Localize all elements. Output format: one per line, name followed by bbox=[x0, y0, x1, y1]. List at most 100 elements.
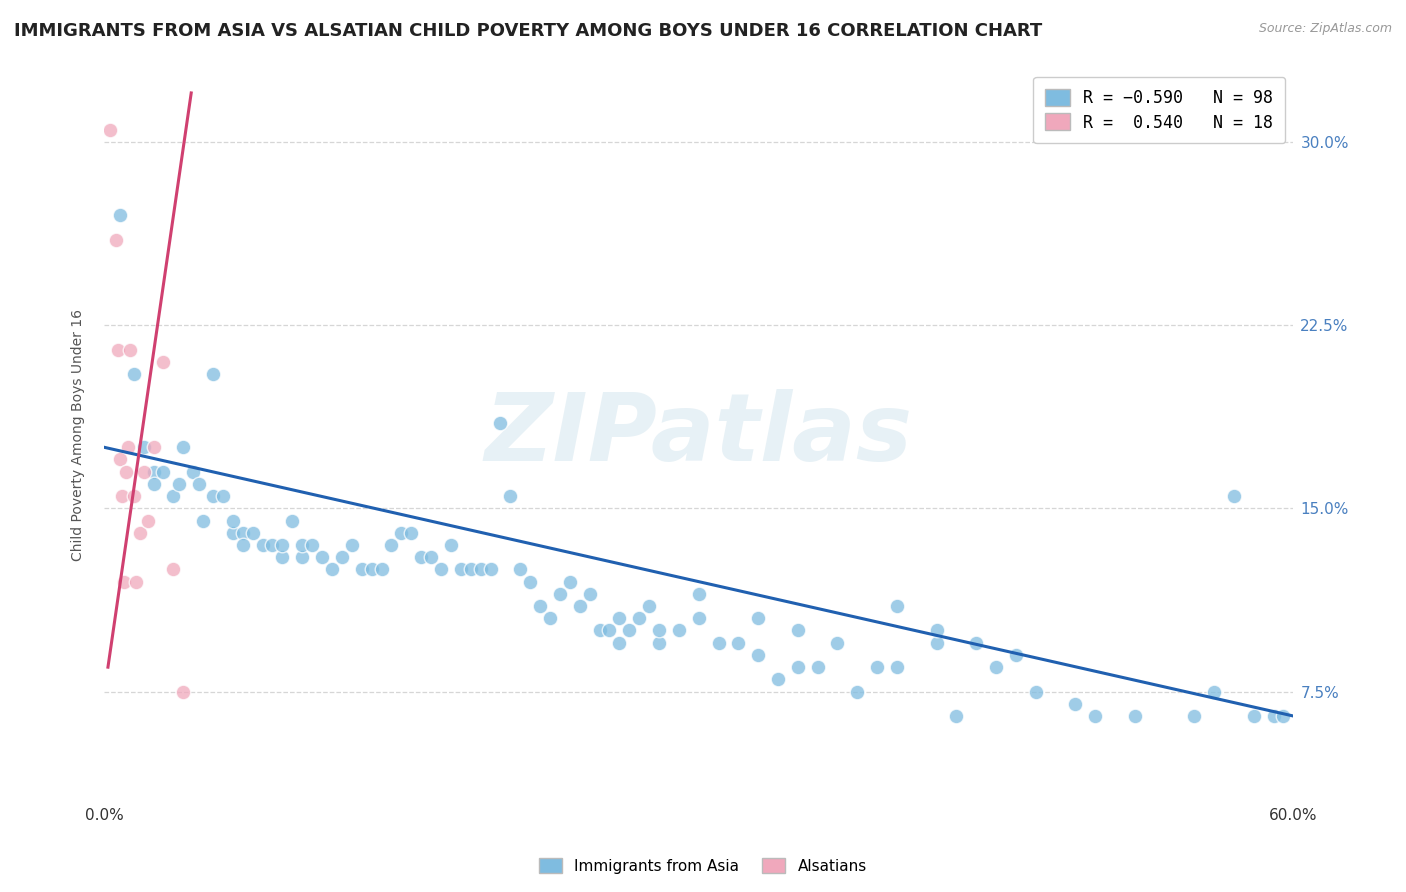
Point bbox=[1272, 709, 1295, 723]
Point bbox=[128, 525, 150, 540]
Point bbox=[169, 476, 191, 491]
Point bbox=[609, 636, 631, 650]
Point bbox=[360, 562, 382, 576]
Point bbox=[519, 574, 541, 589]
Point bbox=[479, 562, 502, 576]
Point bbox=[886, 660, 908, 674]
Point bbox=[1223, 489, 1246, 503]
Point bbox=[271, 550, 294, 565]
Point bbox=[212, 489, 235, 503]
Point bbox=[202, 367, 225, 381]
Point bbox=[568, 599, 591, 613]
Point bbox=[609, 611, 631, 625]
Point bbox=[112, 574, 135, 589]
Point bbox=[252, 538, 274, 552]
Point bbox=[321, 562, 343, 576]
Point bbox=[846, 684, 869, 698]
Point bbox=[619, 624, 641, 638]
Point bbox=[638, 599, 661, 613]
Point bbox=[688, 587, 710, 601]
Point bbox=[628, 611, 651, 625]
Point bbox=[538, 611, 561, 625]
Point bbox=[114, 465, 136, 479]
Point bbox=[271, 538, 294, 552]
Point bbox=[965, 636, 987, 650]
Point bbox=[827, 636, 849, 650]
Point bbox=[489, 416, 512, 430]
Point bbox=[886, 599, 908, 613]
Point bbox=[172, 684, 194, 698]
Point bbox=[925, 636, 948, 650]
Point bbox=[707, 636, 730, 650]
Point bbox=[202, 489, 225, 503]
Point bbox=[945, 709, 967, 723]
Point bbox=[291, 550, 314, 565]
Point bbox=[807, 660, 830, 674]
Point bbox=[648, 624, 671, 638]
Point bbox=[191, 514, 214, 528]
Point bbox=[122, 367, 145, 381]
Y-axis label: Child Poverty Among Boys Under 16: Child Poverty Among Boys Under 16 bbox=[72, 309, 86, 561]
Point bbox=[747, 611, 769, 625]
Point bbox=[242, 525, 264, 540]
Point bbox=[460, 562, 482, 576]
Point bbox=[232, 538, 254, 552]
Point bbox=[380, 538, 402, 552]
Point bbox=[117, 440, 139, 454]
Point bbox=[558, 574, 581, 589]
Point bbox=[142, 440, 165, 454]
Point bbox=[232, 525, 254, 540]
Text: Source: ZipAtlas.com: Source: ZipAtlas.com bbox=[1258, 22, 1392, 36]
Legend: Immigrants from Asia, Alsatians: Immigrants from Asia, Alsatians bbox=[533, 852, 873, 880]
Point bbox=[578, 587, 600, 601]
Point bbox=[786, 624, 808, 638]
Point bbox=[420, 550, 443, 565]
Point bbox=[984, 660, 1007, 674]
Point bbox=[136, 514, 159, 528]
Point bbox=[1182, 709, 1205, 723]
Point bbox=[142, 476, 165, 491]
Point bbox=[1243, 709, 1265, 723]
Point bbox=[222, 514, 245, 528]
Point bbox=[588, 624, 610, 638]
Point bbox=[118, 343, 141, 357]
Point bbox=[766, 673, 789, 687]
Point bbox=[152, 465, 174, 479]
Point bbox=[1064, 697, 1087, 711]
Point bbox=[727, 636, 749, 650]
Text: IMMIGRANTS FROM ASIA VS ALSATIAN CHILD POVERTY AMONG BOYS UNDER 16 CORRELATION C: IMMIGRANTS FROM ASIA VS ALSATIAN CHILD P… bbox=[14, 22, 1042, 40]
Point bbox=[162, 489, 184, 503]
Point bbox=[152, 355, 174, 369]
Point bbox=[281, 514, 304, 528]
Point bbox=[450, 562, 472, 576]
Point bbox=[499, 489, 522, 503]
Point bbox=[509, 562, 531, 576]
Point bbox=[548, 587, 571, 601]
Point bbox=[311, 550, 333, 565]
Point bbox=[132, 465, 155, 479]
Point bbox=[411, 550, 433, 565]
Point bbox=[648, 636, 671, 650]
Point bbox=[104, 233, 127, 247]
Point bbox=[142, 465, 165, 479]
Point bbox=[440, 538, 463, 552]
Point bbox=[1123, 709, 1146, 723]
Point bbox=[111, 489, 134, 503]
Point bbox=[747, 648, 769, 662]
Point bbox=[330, 550, 353, 565]
Point bbox=[470, 562, 492, 576]
Point bbox=[181, 465, 204, 479]
Legend: R = −0.590   N = 98, R =  0.540   N = 18: R = −0.590 N = 98, R = 0.540 N = 18 bbox=[1033, 77, 1285, 144]
Point bbox=[786, 660, 808, 674]
Point bbox=[262, 538, 284, 552]
Text: ZIPatlas: ZIPatlas bbox=[485, 389, 912, 481]
Point bbox=[598, 624, 620, 638]
Point bbox=[399, 525, 422, 540]
Point bbox=[529, 599, 551, 613]
Point bbox=[132, 440, 155, 454]
Point bbox=[222, 525, 245, 540]
Point bbox=[1204, 684, 1226, 698]
Point bbox=[668, 624, 690, 638]
Point bbox=[172, 440, 194, 454]
Point bbox=[1263, 709, 1285, 723]
